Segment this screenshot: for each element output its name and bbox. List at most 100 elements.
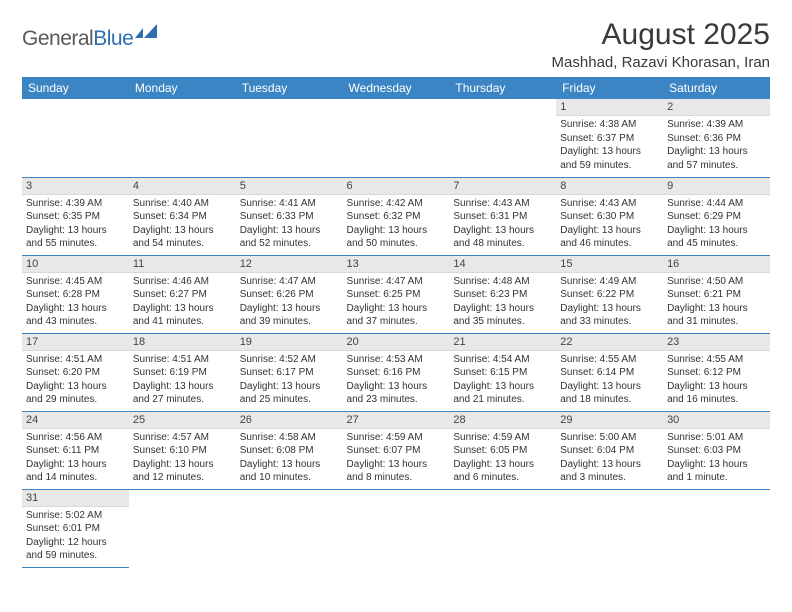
day-number: 1 xyxy=(556,99,663,116)
daylight-line1: Daylight: 13 hours xyxy=(133,380,232,394)
daylight-line1: Daylight: 13 hours xyxy=(347,302,446,316)
day-number: 5 xyxy=(236,178,343,195)
day-details: Sunrise: 4:55 AMSunset: 6:14 PMDaylight:… xyxy=(556,351,663,409)
day-number: 22 xyxy=(556,334,663,351)
sunset: Sunset: 6:25 PM xyxy=(347,288,446,302)
calendar-cell xyxy=(343,489,450,567)
daylight-line2: and 16 minutes. xyxy=(667,393,766,407)
sunset: Sunset: 6:20 PM xyxy=(26,366,125,380)
sunrise: Sunrise: 4:50 AM xyxy=(667,275,766,289)
day-details: Sunrise: 4:38 AMSunset: 6:37 PMDaylight:… xyxy=(556,116,663,174)
calendar-cell: 2Sunrise: 4:39 AMSunset: 6:36 PMDaylight… xyxy=(663,99,770,177)
calendar-cell xyxy=(22,99,129,177)
daylight-line2: and 1 minute. xyxy=(667,471,766,485)
day-number: 10 xyxy=(22,256,129,273)
daylight-line1: Daylight: 13 hours xyxy=(26,458,125,472)
sunset: Sunset: 6:32 PM xyxy=(347,210,446,224)
daylight-line1: Daylight: 13 hours xyxy=(347,380,446,394)
sunset: Sunset: 6:37 PM xyxy=(560,132,659,146)
daylight-line1: Daylight: 13 hours xyxy=(560,224,659,238)
daylight-line2: and 48 minutes. xyxy=(453,237,552,251)
day-number: 16 xyxy=(663,256,770,273)
sunrise: Sunrise: 4:53 AM xyxy=(347,353,446,367)
calendar-cell: 15Sunrise: 4:49 AMSunset: 6:22 PMDayligh… xyxy=(556,255,663,333)
sunset: Sunset: 6:35 PM xyxy=(26,210,125,224)
calendar-cell xyxy=(129,489,236,567)
day-number: 12 xyxy=(236,256,343,273)
daylight-line2: and 59 minutes. xyxy=(26,549,125,563)
calendar-cell xyxy=(449,489,556,567)
daylight-line1: Daylight: 13 hours xyxy=(667,458,766,472)
day-number: 4 xyxy=(129,178,236,195)
daylight-line1: Daylight: 13 hours xyxy=(667,224,766,238)
day-details: Sunrise: 4:43 AMSunset: 6:31 PMDaylight:… xyxy=(449,195,556,253)
sunset: Sunset: 6:16 PM xyxy=(347,366,446,380)
sunrise: Sunrise: 4:47 AM xyxy=(347,275,446,289)
day-details: Sunrise: 4:53 AMSunset: 6:16 PMDaylight:… xyxy=(343,351,450,409)
day-number: 30 xyxy=(663,412,770,429)
day-details: Sunrise: 4:47 AMSunset: 6:25 PMDaylight:… xyxy=(343,273,450,331)
day-number: 25 xyxy=(129,412,236,429)
day-details: Sunrise: 4:39 AMSunset: 6:36 PMDaylight:… xyxy=(663,116,770,174)
daylight-line2: and 46 minutes. xyxy=(560,237,659,251)
daylight-line1: Daylight: 13 hours xyxy=(240,458,339,472)
sunset: Sunset: 6:30 PM xyxy=(560,210,659,224)
calendar-cell xyxy=(449,99,556,177)
calendar-cell: 18Sunrise: 4:51 AMSunset: 6:19 PMDayligh… xyxy=(129,333,236,411)
day-number: 13 xyxy=(343,256,450,273)
calendar-row: 10Sunrise: 4:45 AMSunset: 6:28 PMDayligh… xyxy=(22,255,770,333)
day-number: 11 xyxy=(129,256,236,273)
sunset: Sunset: 6:33 PM xyxy=(240,210,339,224)
daylight-line1: Daylight: 13 hours xyxy=(453,224,552,238)
calendar-cell: 10Sunrise: 4:45 AMSunset: 6:28 PMDayligh… xyxy=(22,255,129,333)
sunset: Sunset: 6:10 PM xyxy=(133,444,232,458)
day-number: 29 xyxy=(556,412,663,429)
calendar-cell: 8Sunrise: 4:43 AMSunset: 6:30 PMDaylight… xyxy=(556,177,663,255)
sunset: Sunset: 6:28 PM xyxy=(26,288,125,302)
day-number: 18 xyxy=(129,334,236,351)
daylight-line2: and 18 minutes. xyxy=(560,393,659,407)
daylight-line2: and 3 minutes. xyxy=(560,471,659,485)
calendar-row: 31Sunrise: 5:02 AMSunset: 6:01 PMDayligh… xyxy=(22,489,770,567)
sunset: Sunset: 6:29 PM xyxy=(667,210,766,224)
calendar-cell: 9Sunrise: 4:44 AMSunset: 6:29 PMDaylight… xyxy=(663,177,770,255)
sunset: Sunset: 6:27 PM xyxy=(133,288,232,302)
sunrise: Sunrise: 4:51 AM xyxy=(26,353,125,367)
daylight-line2: and 39 minutes. xyxy=(240,315,339,329)
sunset: Sunset: 6:19 PM xyxy=(133,366,232,380)
sunrise: Sunrise: 4:59 AM xyxy=(453,431,552,445)
day-number: 6 xyxy=(343,178,450,195)
daylight-line2: and 54 minutes. xyxy=(133,237,232,251)
calendar-row: 1Sunrise: 4:38 AMSunset: 6:37 PMDaylight… xyxy=(22,99,770,177)
calendar-cell: 14Sunrise: 4:48 AMSunset: 6:23 PMDayligh… xyxy=(449,255,556,333)
sunrise: Sunrise: 4:58 AM xyxy=(240,431,339,445)
day-number: 14 xyxy=(449,256,556,273)
sunset: Sunset: 6:34 PM xyxy=(133,210,232,224)
day-details: Sunrise: 4:39 AMSunset: 6:35 PMDaylight:… xyxy=(22,195,129,253)
daylight-line2: and 52 minutes. xyxy=(240,237,339,251)
sunset: Sunset: 6:23 PM xyxy=(453,288,552,302)
calendar-cell: 24Sunrise: 4:56 AMSunset: 6:11 PMDayligh… xyxy=(22,411,129,489)
day-number: 28 xyxy=(449,412,556,429)
logo-text-blue: Blue xyxy=(93,27,133,51)
day-number: 17 xyxy=(22,334,129,351)
daylight-line1: Daylight: 13 hours xyxy=(453,380,552,394)
sunrise: Sunrise: 4:43 AM xyxy=(453,197,552,211)
daylight-line1: Daylight: 13 hours xyxy=(560,145,659,159)
daylight-line1: Daylight: 13 hours xyxy=(240,380,339,394)
daylight-line2: and 59 minutes. xyxy=(560,159,659,173)
day-details: Sunrise: 4:43 AMSunset: 6:30 PMDaylight:… xyxy=(556,195,663,253)
weekday-row: SundayMondayTuesdayWednesdayThursdayFrid… xyxy=(22,77,770,99)
calendar-cell: 26Sunrise: 4:58 AMSunset: 6:08 PMDayligh… xyxy=(236,411,343,489)
daylight-line2: and 45 minutes. xyxy=(667,237,766,251)
calendar-cell xyxy=(129,99,236,177)
calendar-cell: 1Sunrise: 4:38 AMSunset: 6:37 PMDaylight… xyxy=(556,99,663,177)
sunrise: Sunrise: 4:43 AM xyxy=(560,197,659,211)
calendar-cell: 20Sunrise: 4:53 AMSunset: 6:16 PMDayligh… xyxy=(343,333,450,411)
logo: GeneralBlue xyxy=(22,24,159,53)
daylight-line2: and 55 minutes. xyxy=(26,237,125,251)
sunrise: Sunrise: 4:57 AM xyxy=(133,431,232,445)
sunrise: Sunrise: 4:56 AM xyxy=(26,431,125,445)
daylight-line2: and 50 minutes. xyxy=(347,237,446,251)
sunrise: Sunrise: 4:49 AM xyxy=(560,275,659,289)
